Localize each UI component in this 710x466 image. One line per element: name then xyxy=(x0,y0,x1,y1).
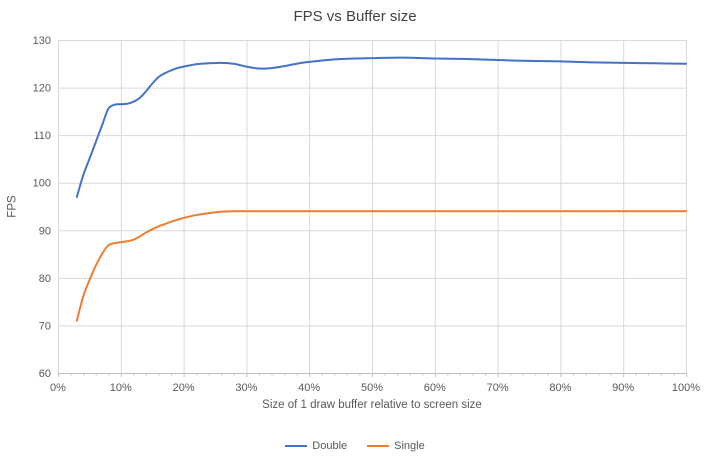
x-tick-label: 20% xyxy=(173,382,195,394)
chart-title: FPS vs Buffer size xyxy=(293,8,417,25)
x-tick-label: 0% xyxy=(50,382,66,394)
x-tick-label: 30% xyxy=(235,382,257,394)
x-axis-title: Size of 1 draw buffer relative to screen… xyxy=(262,399,482,411)
y-tick-label: 100 xyxy=(33,178,51,190)
plot-area: 60 70 80 90 100 110 120 130 0% 10% 20% 30% 40% 50% 60%… xyxy=(33,35,701,394)
x-tick-label: 100% xyxy=(672,382,700,394)
y-tick-label: 80 xyxy=(39,273,51,285)
x-tick-label: 10% xyxy=(110,382,132,394)
y-tick-label: 60 xyxy=(39,368,51,380)
x-tick-label: 70% xyxy=(487,382,509,394)
x-tick-label: 40% xyxy=(298,382,320,394)
series-line-single xyxy=(75,210,687,322)
series-line-double xyxy=(75,56,687,198)
legend-item-single: Single xyxy=(367,440,425,452)
x-tick-label: 60% xyxy=(424,382,446,394)
legend-label-single: Single xyxy=(394,440,425,452)
y-tick-label: 120 xyxy=(33,83,51,95)
y-axis-title: FPS xyxy=(6,195,19,218)
y-tick-label: 90 xyxy=(39,225,51,237)
legend-swatch-double-icon xyxy=(285,445,308,447)
y-tick-label: 70 xyxy=(39,320,51,332)
x-tick-label: 80% xyxy=(549,382,571,394)
legend-item-double: Double xyxy=(285,440,347,452)
x-tick-label: 90% xyxy=(612,382,634,394)
legend: Double Single xyxy=(0,440,710,452)
y-tick-label: 130 xyxy=(33,35,51,47)
y-tick-label: 110 xyxy=(33,130,51,142)
legend-label-double: Double xyxy=(312,440,348,452)
legend-swatch-single-icon xyxy=(367,445,390,447)
x-tick-label: 50% xyxy=(361,382,383,394)
